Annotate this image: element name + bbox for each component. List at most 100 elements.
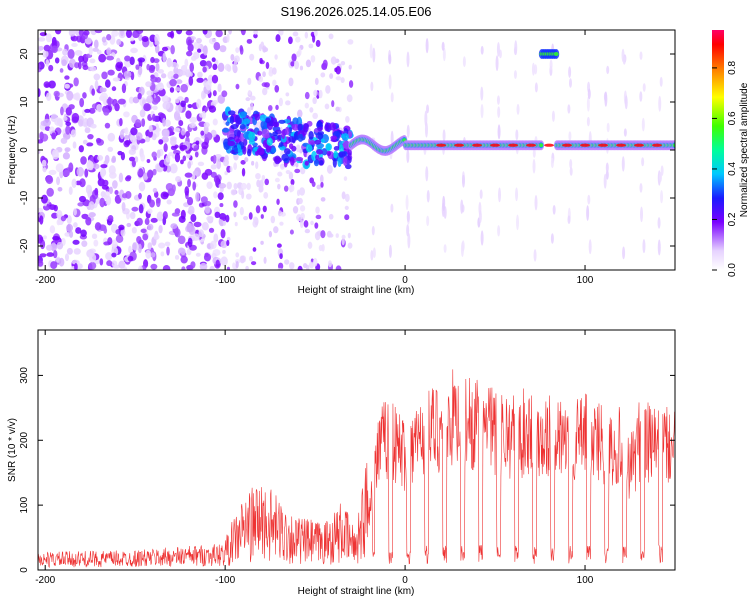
spectrogram-cell [212, 63, 218, 71]
spectrogram-cell [155, 62, 160, 72]
spectrogram-cell [184, 96, 189, 104]
spectrogram-cell [262, 71, 266, 78]
spectrogram-cell [78, 30, 84, 37]
spectrogram-cell [436, 143, 447, 147]
spectrogram-cell [64, 253, 69, 262]
spectrogram-cell [193, 221, 202, 228]
spectrogram-cell [158, 139, 164, 145]
spectrogram-cell [54, 117, 62, 126]
spectrogram-cell [308, 130, 314, 140]
spectrogram-cell [180, 83, 188, 93]
spectrogram-cell [344, 163, 352, 170]
spectrogram-cell [285, 100, 291, 106]
spectrogram-cell [569, 167, 573, 176]
spectrogram-cell [146, 159, 151, 164]
spectrogram-cell [118, 172, 124, 183]
spectrogram-cell [131, 226, 137, 234]
spectrogram-cell [281, 153, 289, 162]
spectrogram-cell [204, 252, 209, 257]
spectrogram-cell [157, 112, 164, 117]
spectrogram-cell [67, 49, 75, 59]
spectrogram-cell [112, 98, 118, 107]
spectrogram-cell [149, 199, 155, 208]
spectrogram-cell [43, 44, 51, 52]
spectrogram-cell [189, 62, 195, 73]
spectrogram-cell [305, 59, 312, 68]
spectrogram-cell [274, 84, 280, 93]
spectrogram-cell [217, 94, 226, 104]
spectrogram-cell [193, 145, 200, 151]
colorbar-tick-label: 0.2 [727, 212, 738, 226]
spectrogram-cell [454, 143, 465, 147]
spectrogram-cell [311, 181, 316, 187]
spectrogram-cell [262, 87, 268, 96]
spectrogram-xlabel: Height of straight line (km) [298, 285, 415, 296]
spectrogram-cell [552, 204, 556, 215]
spectrogram-cell [143, 103, 151, 112]
spectrogram-cell [341, 237, 345, 246]
spectrogram-cell [214, 153, 222, 159]
spectrogram-cell [657, 239, 661, 256]
spectrogram-cell [111, 260, 118, 267]
spectrogram-cell [115, 62, 123, 72]
spectrogram-cell [480, 86, 484, 101]
colorbar: 0.0 0.2 0.4 0.6 0.8 Normalized spectral ampl… [712, 30, 750, 277]
spectrogram-cell [73, 248, 81, 255]
spectrogram-cell [61, 59, 67, 67]
spectrogram-cell [84, 37, 92, 45]
spectrogram-cell [248, 255, 254, 262]
spectrogram-cell [279, 253, 283, 260]
spectrogram-cell [94, 187, 99, 196]
spectrogram-cell [289, 229, 294, 235]
spectrogram-cell [85, 216, 92, 226]
spectrogram-cell [220, 256, 228, 266]
spectrogram-cell [657, 217, 661, 229]
spectrogram-cell [204, 200, 212, 207]
spectrogram-cell [38, 234, 44, 244]
spectrogram-cell [193, 41, 201, 50]
spectrogram-cell [62, 116, 68, 121]
spectrogram-cell [174, 228, 181, 238]
spectrogram-cell [472, 143, 483, 147]
spectrogram-cell [314, 222, 319, 229]
spectrogram-cell [337, 157, 342, 168]
spectrogram-cell [338, 151, 346, 158]
spectrogram-cell [226, 33, 230, 43]
spectrogram-cell [157, 69, 164, 74]
spectrogram-cell [185, 71, 193, 78]
spectrogram-cell [88, 201, 95, 211]
spectrogram-cell [62, 152, 70, 160]
spectrogram-cell [139, 109, 146, 118]
spectrogram-cell [62, 169, 70, 177]
spectrogram-cell [568, 66, 572, 78]
spectrogram-cell [221, 128, 230, 133]
spectrogram-cell [40, 194, 48, 204]
spectrogram-cell [163, 143, 168, 153]
spectrogram-cell [251, 160, 255, 166]
spectrogram-cell [345, 116, 350, 123]
spectrogram-cell [246, 38, 253, 44]
spectrogram-cell [567, 104, 571, 114]
spectrogram-cell [276, 243, 282, 248]
spectrogram-cell [200, 130, 205, 136]
spectrogram-cell [162, 52, 167, 63]
spectrogram-cell [295, 144, 301, 153]
spectrogram-cell [304, 228, 311, 234]
spectrogram-cell [140, 153, 145, 162]
spectrogram-cell [126, 222, 132, 228]
spectrogram-cell [587, 88, 591, 100]
spectrogram-cell [222, 249, 226, 254]
spectrogram-cell [77, 61, 82, 70]
spectrogram-cell [161, 129, 170, 139]
spectrogram-cell [283, 185, 289, 192]
spectrogram-cell [151, 133, 157, 141]
spectrogram-cell [634, 143, 645, 147]
spectrogram-cell [588, 239, 592, 255]
spectrogram-cell [135, 132, 143, 141]
spectrogram-cell [288, 36, 293, 45]
spectrogram-ytick-label: 10 [19, 96, 30, 108]
spectrogram-cell [151, 97, 159, 105]
spectrogram-cell [253, 33, 258, 39]
spectrogram-xtick-label: 0 [402, 275, 408, 286]
spectrogram-cell [95, 137, 102, 144]
